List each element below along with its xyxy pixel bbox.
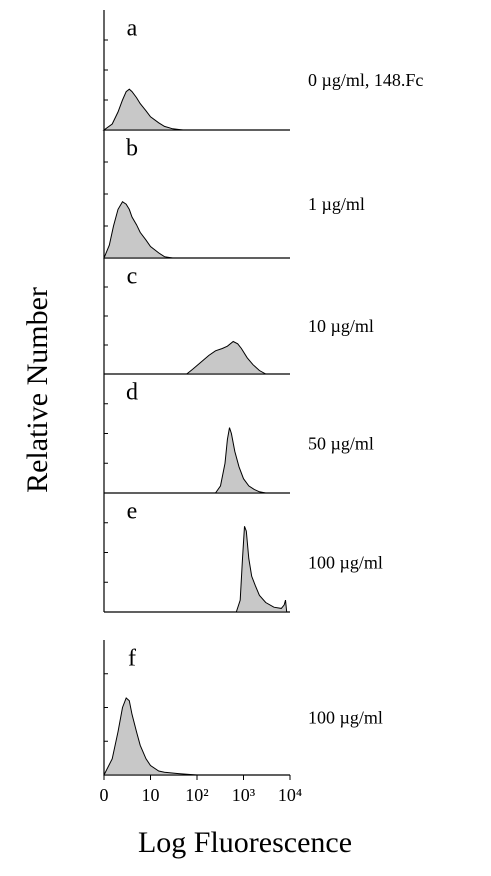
panel-annotation: 50 µg/ml bbox=[308, 434, 374, 454]
histogram bbox=[235, 526, 288, 613]
x-tick-label: 10³ bbox=[232, 785, 256, 805]
panel-annotation: 10 µg/ml bbox=[308, 316, 374, 336]
panel-label: c bbox=[127, 264, 138, 290]
panel-annotation: 1 µg/ml bbox=[308, 194, 365, 214]
histogram bbox=[103, 200, 173, 259]
histogram bbox=[185, 340, 268, 375]
panel-annotation: 0 µg/ml, 148.Fc bbox=[308, 70, 423, 90]
panel-label: d bbox=[126, 380, 138, 406]
y-axis-label: Relative Number bbox=[21, 287, 54, 493]
x-tick-label: 10⁴ bbox=[278, 785, 302, 805]
panel-annotation: 100 µg/ml bbox=[308, 553, 383, 573]
panel-label: e bbox=[127, 499, 138, 525]
panel-label: b bbox=[126, 136, 138, 162]
panel-annotation: 100 µg/ml bbox=[308, 708, 383, 728]
x-tick-label: 10 bbox=[142, 785, 160, 805]
x-axis-label: Log Fluorescence bbox=[138, 826, 352, 859]
histogram bbox=[102, 88, 184, 131]
histogram bbox=[214, 427, 266, 494]
x-tick-label: 0 bbox=[100, 785, 109, 805]
panel-label: a bbox=[127, 16, 138, 42]
panel-label: f bbox=[128, 646, 136, 672]
histogram bbox=[103, 697, 198, 776]
x-tick-label: 10² bbox=[185, 785, 208, 805]
